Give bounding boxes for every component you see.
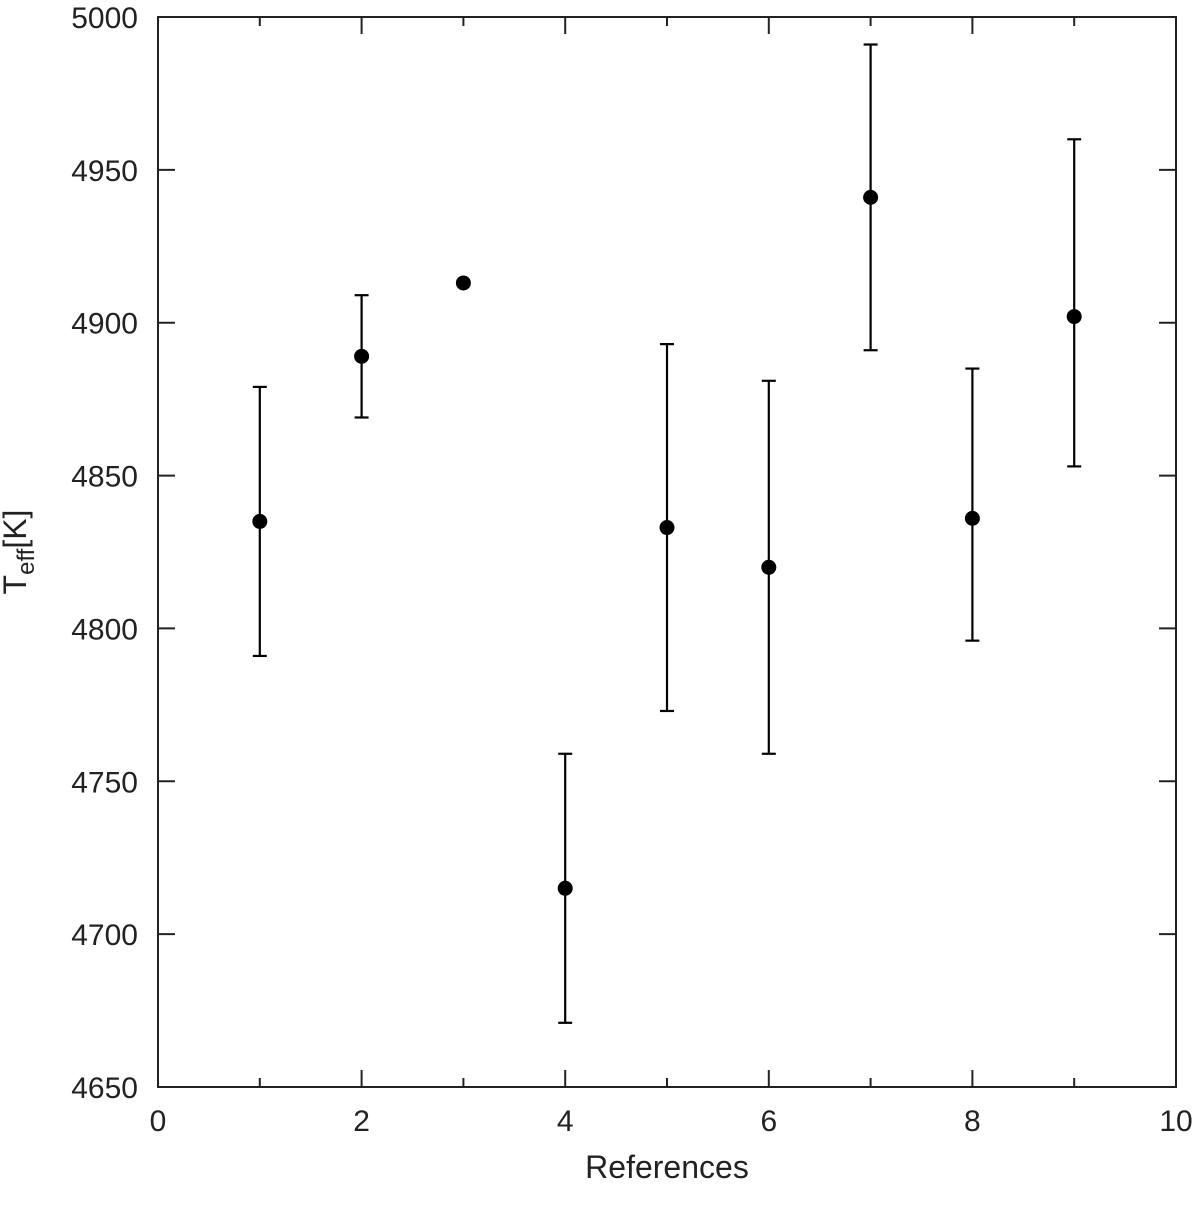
- y-tick-label: 4700: [71, 919, 138, 952]
- data-point: [964, 510, 980, 526]
- data-point: [761, 559, 777, 575]
- data-point: [863, 189, 879, 205]
- data-point: [1066, 309, 1082, 325]
- data-points: [252, 189, 1082, 896]
- axis-ticks: [157, 16, 1177, 1088]
- y-axis-title-main: T: [0, 575, 33, 595]
- y-tick-label: 4850: [71, 461, 138, 494]
- x-tick-label: 0: [150, 1105, 167, 1138]
- y-tick-label: 4900: [71, 308, 138, 341]
- y-tick-label: 4650: [71, 1072, 138, 1105]
- axis-tick-labels: 0 2 4 6 8 10 4650 4700 4750 4800 4850 4900 4950 5000: [71, 2, 1192, 1138]
- x-tick-label: 8: [964, 1105, 981, 1138]
- y-axis-title-unit: [K]: [0, 510, 33, 549]
- y-tick-label: 4950: [71, 155, 138, 188]
- y-axis-title-subscript: eff: [13, 548, 40, 575]
- y-tick-label: 4750: [71, 766, 138, 799]
- y-axis-title: Teff[K]: [0, 510, 40, 595]
- x-tick-label: 6: [760, 1105, 777, 1138]
- y-tick-label: 4800: [71, 613, 138, 646]
- data-point: [557, 880, 573, 896]
- data-point: [659, 520, 675, 536]
- x-axis-title: References: [585, 1149, 749, 1185]
- x-tick-label: 10: [1159, 1105, 1192, 1138]
- data-point: [455, 275, 471, 291]
- data-point: [252, 513, 268, 529]
- y-tick-label: 5000: [71, 2, 138, 35]
- x-tick-label: 2: [353, 1105, 370, 1138]
- x-tick-label: 4: [557, 1105, 574, 1138]
- data-point: [354, 348, 370, 364]
